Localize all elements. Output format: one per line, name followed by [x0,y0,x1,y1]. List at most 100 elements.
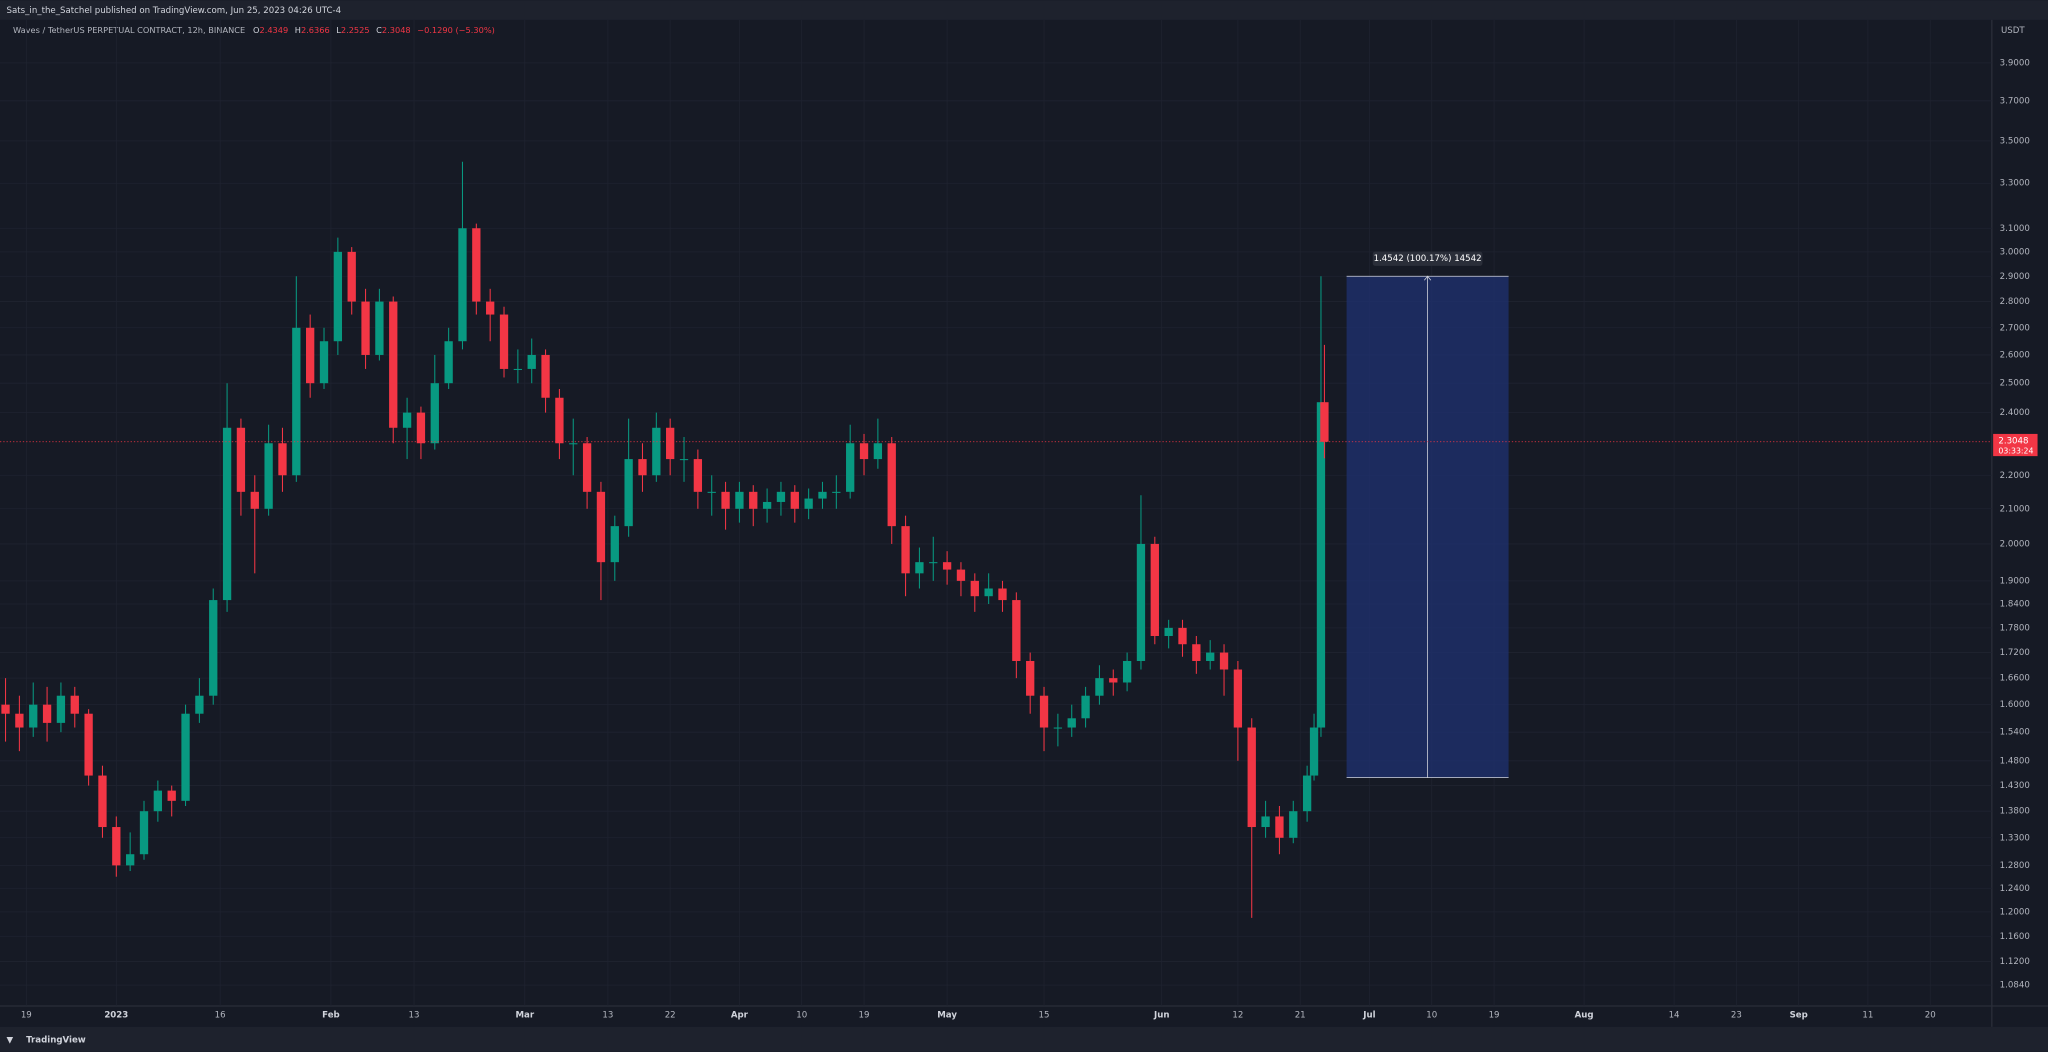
y-tick-label: 2.8000 [2000,297,2030,307]
candle-body [832,491,841,493]
candle-body [402,412,412,428]
x-tick-label: 21 [1295,1011,1306,1021]
last-price-label: 2.3048 [1998,437,2028,447]
candle-body [319,341,329,384]
x-tick-label: Apr [731,1011,749,1021]
candle-body [126,854,135,866]
candle-body [887,443,896,527]
candle-body [389,301,398,428]
candle-body [942,562,952,570]
x-tick-label: May [937,1011,957,1021]
y-tick-label: 3.9000 [2000,58,2030,68]
candle-body [195,695,204,714]
candle-body [361,301,370,355]
x-tick-label: 19 [1489,1011,1500,1021]
candle-body [859,443,869,460]
candle-body [818,491,827,499]
header-text: Sats_in_the_Satchel published on Trading… [7,6,342,16]
candle-body [15,713,24,728]
y-tick-label: 1.6600 [2000,674,2030,684]
candle-body [42,704,52,723]
candle-body [915,562,924,574]
candle-body [513,368,523,370]
y-tick-label: 2.7000 [2000,323,2030,333]
y-tick-label: 2.4000 [2000,408,2030,418]
candle-body [98,775,107,828]
candle-body [458,228,467,342]
candle-body [1192,644,1201,661]
candle-body [167,790,176,801]
candle-body [846,443,855,492]
x-tick-label: 10 [1426,1011,1437,1021]
y-tick-label: 1.7800 [2000,623,2030,633]
candle-body [56,695,66,723]
candle-body [666,427,675,460]
y-tick-label: 1.1200 [2000,957,2030,967]
candle-body [181,713,190,801]
candle-body [444,341,453,384]
y-tick-label: 1.8400 [2000,599,2030,609]
x-tick-label: Mar [515,1011,534,1021]
candle-body [430,383,439,444]
candle-body [1178,627,1187,645]
candle-body [1309,727,1319,776]
candle-body [29,704,38,728]
candle-body [250,491,259,509]
candle-body [1164,627,1173,637]
candle-body [222,427,232,601]
candle-body [333,251,343,342]
candle-body [956,569,966,581]
y-tick-label: 1.3800 [2000,807,2030,817]
y-tick-label: 2.9000 [2000,272,2030,282]
x-tick-label: 19 [21,1011,32,1021]
y-tick-label: 2.6000 [2000,350,2030,360]
x-tick-label: 11 [1862,1011,1873,1021]
candle-body [278,443,287,476]
candle-body [873,443,883,460]
measure-label: 1.4542 (100.17%) 14542 [1374,254,1482,264]
candle-body [749,491,758,509]
candle-body [347,251,356,302]
y-tick-label: 3.3000 [2000,179,2030,189]
candle-body [624,459,633,527]
x-tick-label: 22 [665,1011,676,1021]
candle-body [1095,678,1104,696]
candle-body [901,526,910,574]
candle-body [486,301,495,315]
candle-body [1316,402,1326,728]
legend-key: O [253,25,259,35]
candle-body [209,600,218,696]
currency: USDT [2001,26,2025,36]
y-tick-label: 1.2000 [2000,907,2030,917]
candle-body [1012,600,1021,661]
candle-body [1039,695,1049,728]
candle-body [1233,669,1243,728]
candle-body [472,228,481,302]
candle-body [1150,543,1159,637]
candle-body [292,327,301,476]
legend-key: C [376,25,382,35]
y-tick-label: 1.4800 [2000,756,2030,766]
x-tick-label: 2023 [104,1011,128,1021]
footer-bar [0,1026,2048,1052]
symbol: Waves / TetherUS PERPETUAL CONTRACT, 12h… [13,25,245,35]
x-tick-label: 19 [859,1011,870,1021]
candle-body [998,588,1007,601]
candle-body [638,459,647,476]
candle-body [70,695,79,714]
x-tick-label: 20 [1925,1011,1936,1021]
measure-arrowhead [1424,275,1432,281]
y-tick-label: 1.9000 [2000,576,2030,586]
legend-value: 2.4349 [259,25,288,35]
x-tick-label: 10 [796,1011,807,1021]
y-tick-label: 2.2000 [2000,471,2030,481]
legend-change: −0.1290 (−5.30%) [417,25,495,35]
x-tick-label: 13 [602,1011,613,1021]
candle-body [1109,678,1118,683]
header-bar [0,0,2048,20]
x-tick-label: Jun [1153,1011,1169,1021]
x-tick-label: 15 [1039,1011,1050,1021]
candle-body [735,491,744,509]
x-tick-label: 13 [409,1011,420,1021]
x-tick-label: Sep [1790,1011,1808,1021]
